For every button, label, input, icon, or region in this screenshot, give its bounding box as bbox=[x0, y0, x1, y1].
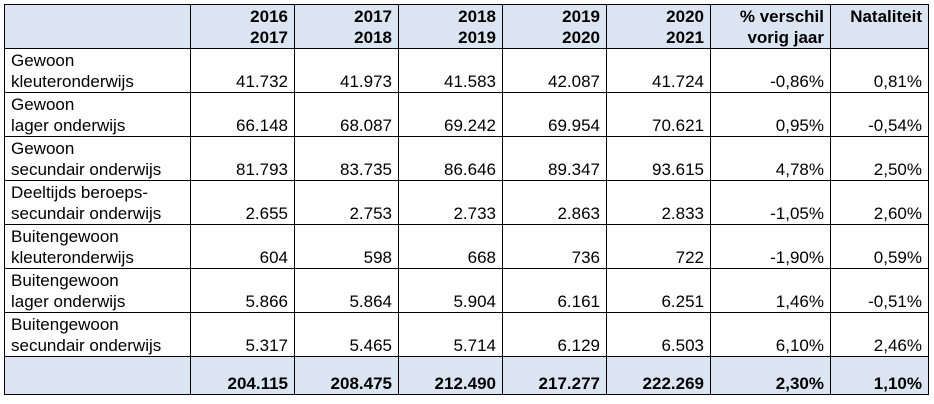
table-cell: 41.732 bbox=[190, 48, 295, 93]
table-cell: 70.621 bbox=[606, 92, 711, 137]
table-cell: -1,05% bbox=[710, 180, 831, 225]
table-cell: 2.833 bbox=[606, 180, 711, 225]
table-cell: 2,50% bbox=[830, 136, 929, 181]
table-cell: 668 bbox=[398, 224, 503, 269]
table-cell: 5.866 bbox=[190, 268, 295, 313]
total-cell: 217.277 bbox=[502, 356, 607, 395]
table-cell: -0,51% bbox=[830, 268, 929, 313]
table-cell: 89.347 bbox=[502, 136, 607, 181]
table-cell: 604 bbox=[190, 224, 295, 269]
table-cell: 6.129 bbox=[502, 312, 607, 357]
table-cell: 41.973 bbox=[294, 48, 399, 93]
table-cell: 6,10% bbox=[710, 312, 831, 357]
header-row: 2016 2017 2017 2018 2018 2019 2019 2020 … bbox=[4, 4, 929, 49]
table-cell: 5.904 bbox=[398, 268, 503, 313]
table-cell: 6.251 bbox=[606, 268, 711, 313]
row-label: Gewoon kleuteronderwijs bbox=[4, 48, 191, 93]
header-cell: 2019 2020 bbox=[502, 4, 607, 49]
table-cell: 2,60% bbox=[830, 180, 929, 225]
header-cell: 2020 2021 bbox=[606, 4, 711, 49]
table-cell: -0,54% bbox=[830, 92, 929, 137]
table-cell: 0,81% bbox=[830, 48, 929, 93]
enrollment-table: 2016 2017 2017 2018 2018 2019 2019 2020 … bbox=[4, 4, 929, 395]
total-cell: 222.269 bbox=[606, 356, 711, 395]
row-label: Buitengewoon lager onderwijs bbox=[4, 268, 191, 313]
table-cell: 42.087 bbox=[502, 48, 607, 93]
table-cell: 41.583 bbox=[398, 48, 503, 93]
header-cell: % verschil vorig jaar bbox=[710, 4, 831, 49]
table-row: Buitengewoon secundair onderwijs 5.317 5.… bbox=[4, 312, 929, 357]
table-cell: 5.465 bbox=[294, 312, 399, 357]
table-cell: 5.317 bbox=[190, 312, 295, 357]
table-cell: 2.733 bbox=[398, 180, 503, 225]
table-row: Gewoon secundair onderwijs 81.793 83.735 … bbox=[4, 136, 929, 181]
table-cell: 6.161 bbox=[502, 268, 607, 313]
table-cell: 1,46% bbox=[710, 268, 831, 313]
header-cell: 2018 2019 bbox=[398, 4, 503, 49]
table-cell: 2.655 bbox=[190, 180, 295, 225]
table-cell: 2.863 bbox=[502, 180, 607, 225]
table-cell: 5.864 bbox=[294, 268, 399, 313]
table-row: Gewoon lager onderwijs 66.148 68.087 69.2… bbox=[4, 92, 929, 137]
row-label: Gewoon secundair onderwijs bbox=[4, 136, 191, 181]
table-row: Deeltijds beroeps-secundair onderwijs 2.… bbox=[4, 180, 929, 225]
header-cell: 2016 2017 bbox=[190, 4, 295, 49]
total-label bbox=[4, 356, 191, 395]
row-label: Buitengewoon kleuteronderwijs bbox=[4, 224, 191, 269]
row-label: Buitengewoon secundair onderwijs bbox=[4, 312, 191, 357]
table-cell: 69.954 bbox=[502, 92, 607, 137]
table-cell: 0,95% bbox=[710, 92, 831, 137]
table-cell: 81.793 bbox=[190, 136, 295, 181]
table-cell: 736 bbox=[502, 224, 607, 269]
total-cell: 2,30% bbox=[710, 356, 831, 395]
table-cell: 5.714 bbox=[398, 312, 503, 357]
table-cell: -1,90% bbox=[710, 224, 831, 269]
total-cell: 212.490 bbox=[398, 356, 503, 395]
total-cell: 1,10% bbox=[830, 356, 929, 395]
header-cell: Nataliteit bbox=[830, 4, 929, 49]
total-cell: 204.115 bbox=[190, 356, 295, 395]
table-cell: 66.148 bbox=[190, 92, 295, 137]
table-cell: 4,78% bbox=[710, 136, 831, 181]
table-cell: 0,59% bbox=[830, 224, 929, 269]
row-label: Deeltijds beroeps-secundair onderwijs bbox=[4, 180, 191, 225]
table-cell: 2,46% bbox=[830, 312, 929, 357]
table-cell: 722 bbox=[606, 224, 711, 269]
table-cell: 41.724 bbox=[606, 48, 711, 93]
table-cell: 86.646 bbox=[398, 136, 503, 181]
table-cell: 93.615 bbox=[606, 136, 711, 181]
row-label: Gewoon lager onderwijs bbox=[4, 92, 191, 137]
header-cell bbox=[4, 4, 191, 49]
table-row: Buitengewoon lager onderwijs 5.866 5.864 … bbox=[4, 268, 929, 313]
table-row: Gewoon kleuteronderwijs 41.732 41.973 41.… bbox=[4, 48, 929, 93]
table-cell: 6.503 bbox=[606, 312, 711, 357]
total-row: 204.115 208.475 212.490 217.277 222.269 … bbox=[4, 356, 929, 395]
table-cell: 83.735 bbox=[294, 136, 399, 181]
table-cell: 69.242 bbox=[398, 92, 503, 137]
header-cell: 2017 2018 bbox=[294, 4, 399, 49]
table-cell: -0,86% bbox=[710, 48, 831, 93]
table-cell: 598 bbox=[294, 224, 399, 269]
table-cell: 2.753 bbox=[294, 180, 399, 225]
table-row: Buitengewoon kleuteronderwijs 604 598 668… bbox=[4, 224, 929, 269]
table-cell: 68.087 bbox=[294, 92, 399, 137]
total-cell: 208.475 bbox=[294, 356, 399, 395]
